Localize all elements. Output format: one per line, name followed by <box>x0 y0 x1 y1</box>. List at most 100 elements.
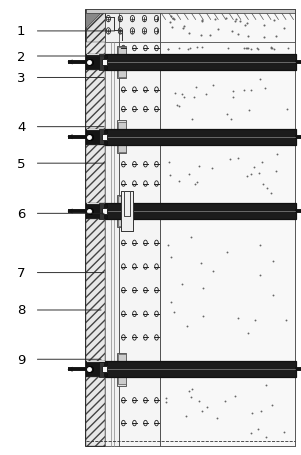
Point <box>250 409 255 416</box>
Bar <box>86 10 295 14</box>
Point <box>272 17 276 24</box>
Bar <box>99 130 104 145</box>
Point <box>271 292 275 299</box>
Bar <box>121 192 133 231</box>
Bar <box>118 122 126 152</box>
Point <box>200 19 204 26</box>
Point <box>163 395 168 402</box>
Bar <box>118 197 126 227</box>
Bar <box>160 378 295 446</box>
Point <box>225 111 230 118</box>
Point <box>175 102 179 109</box>
Bar <box>117 46 126 79</box>
Point <box>256 170 261 177</box>
Point <box>215 415 220 422</box>
Point <box>184 412 189 420</box>
Bar <box>86 363 107 376</box>
Point <box>176 46 181 53</box>
Point <box>231 94 235 101</box>
Bar <box>86 43 105 55</box>
Point <box>246 45 250 52</box>
Point <box>187 46 192 53</box>
Bar <box>86 56 107 70</box>
Point <box>167 159 172 166</box>
Bar <box>105 71 119 129</box>
Point <box>169 13 174 20</box>
Point <box>167 20 172 27</box>
Point <box>257 242 262 249</box>
Point <box>211 82 216 89</box>
Point <box>210 165 215 172</box>
Point <box>169 298 173 306</box>
Bar <box>99 204 104 219</box>
Bar <box>105 11 160 43</box>
Point <box>263 85 268 92</box>
Text: 1: 1 <box>17 25 25 38</box>
Point <box>285 106 290 113</box>
Point <box>248 46 253 53</box>
Bar <box>102 366 107 373</box>
Bar <box>118 48 126 78</box>
Text: 2: 2 <box>17 51 25 63</box>
Point <box>242 45 247 52</box>
Bar <box>121 192 133 231</box>
Bar <box>102 134 107 141</box>
Text: 4: 4 <box>17 121 25 134</box>
Point <box>270 46 275 53</box>
Bar <box>105 129 296 146</box>
Point <box>180 91 185 99</box>
Point <box>262 22 267 30</box>
Point <box>171 309 176 316</box>
Bar <box>86 131 107 144</box>
Bar <box>105 146 119 203</box>
Bar <box>86 11 105 43</box>
Bar <box>99 362 104 377</box>
Point <box>254 45 259 52</box>
Point <box>232 19 237 26</box>
Bar <box>117 121 126 154</box>
Bar <box>105 55 296 71</box>
Point <box>167 172 172 179</box>
Bar <box>86 146 105 203</box>
Bar <box>105 203 296 220</box>
Point <box>255 426 260 433</box>
Point <box>200 285 205 292</box>
Point <box>188 394 193 401</box>
Point <box>192 181 197 188</box>
Point <box>182 95 186 102</box>
Point <box>273 34 278 41</box>
Point <box>243 23 248 30</box>
Point <box>274 168 278 176</box>
Bar <box>160 43 295 55</box>
Point <box>187 171 191 178</box>
Point <box>249 171 253 178</box>
Point <box>177 103 182 111</box>
Point <box>200 407 204 415</box>
Point <box>166 46 171 53</box>
Bar <box>105 43 119 55</box>
Point <box>200 17 205 25</box>
Point <box>181 25 185 32</box>
Text: 9: 9 <box>17 353 25 366</box>
Point <box>187 30 191 38</box>
Point <box>185 46 190 53</box>
Point <box>185 323 190 330</box>
Point <box>227 156 232 163</box>
Point <box>189 116 194 123</box>
Bar <box>119 43 160 55</box>
Point <box>229 28 234 35</box>
Point <box>192 94 197 101</box>
Point <box>233 16 238 23</box>
Point <box>190 385 195 392</box>
Point <box>225 45 230 52</box>
Point <box>272 46 277 53</box>
Bar <box>119 378 160 446</box>
Point <box>194 179 199 187</box>
Point <box>193 84 198 91</box>
Point <box>256 46 261 54</box>
Point <box>245 20 250 27</box>
Point <box>177 178 182 186</box>
Point <box>284 317 288 324</box>
Point <box>199 260 203 267</box>
Point <box>188 234 193 241</box>
